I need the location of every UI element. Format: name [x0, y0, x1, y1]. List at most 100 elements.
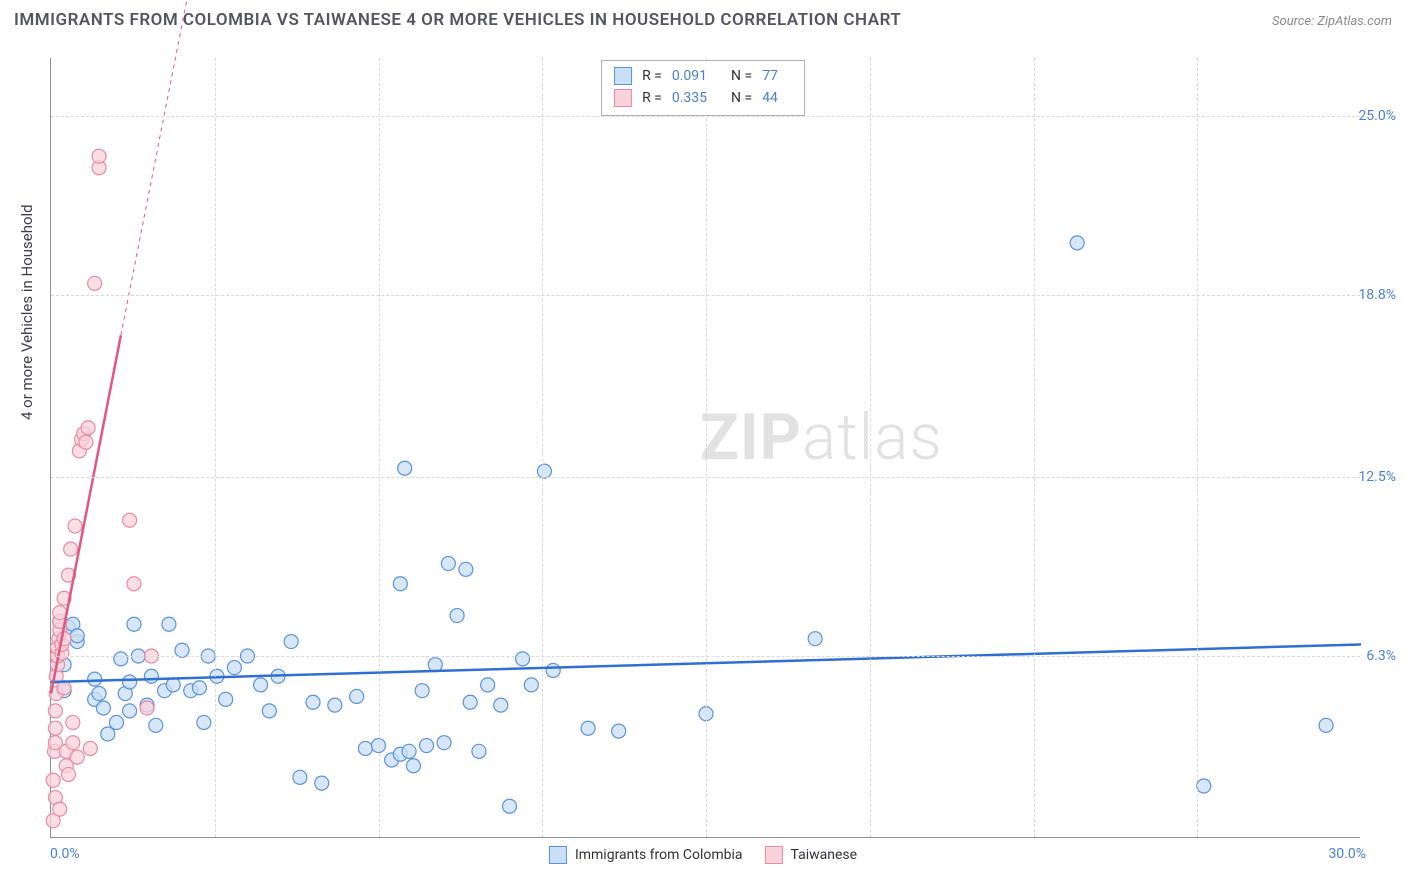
scatter-point [393, 577, 407, 591]
legend-r-label: R = [642, 90, 662, 106]
scatter-point [450, 609, 464, 623]
legend-r-label: R = [642, 68, 662, 84]
scatter-point [110, 715, 124, 729]
scatter-point [406, 759, 420, 773]
scatter-point [162, 617, 176, 631]
legend-r-value: 0.335 [672, 90, 707, 106]
scatter-point [114, 652, 128, 666]
scatter-point [219, 692, 233, 706]
chart-title: IMMIGRANTS FROM COLOMBIA VS TAIWANESE 4 … [14, 10, 901, 30]
scatter-point [328, 698, 342, 712]
legend-series-name: Immigrants from Colombia [575, 847, 743, 863]
scatter-point [315, 776, 329, 790]
scatter-point [48, 704, 62, 718]
scatter-point [227, 661, 241, 675]
trend-line [51, 335, 121, 693]
scatter-point [546, 663, 560, 677]
scatter-point [79, 435, 93, 449]
gridline-vertical [1197, 58, 1198, 837]
gridline-vertical [870, 58, 871, 837]
legend-item: Taiwanese [765, 846, 858, 864]
legend-n-label: N = [731, 68, 752, 84]
scatter-point [516, 652, 530, 666]
scatter-point [48, 721, 62, 735]
gridline-vertical [1034, 58, 1035, 837]
scatter-point [428, 658, 442, 672]
scatter-point [83, 741, 97, 755]
scatter-point [53, 802, 67, 816]
gridline-vertical [379, 58, 380, 837]
y-axis-label: 4 or more Vehicles in Household [18, 204, 36, 420]
legend-n-value: 44 [762, 90, 778, 106]
gridline-vertical [215, 58, 216, 837]
scatter-point [127, 617, 141, 631]
scatter-point [197, 715, 211, 729]
scatter-point [68, 519, 82, 533]
scatter-point [61, 767, 75, 781]
scatter-point [101, 727, 115, 741]
scatter-point [88, 672, 102, 686]
legend-item: Immigrants from Colombia [549, 846, 743, 864]
scatter-point [262, 704, 276, 718]
scatter-point [358, 741, 372, 755]
x-axis-origin-label: 0.0% [50, 846, 80, 862]
scatter-point [415, 684, 429, 698]
scatter-point [70, 750, 84, 764]
scatter-point [81, 421, 95, 435]
scatter-point [284, 635, 298, 649]
scatter-point [581, 721, 595, 735]
scatter-point [402, 744, 416, 758]
scatter-point [398, 461, 412, 475]
chart-plot-area [50, 58, 1360, 838]
y-tick-label: 12.5% [1358, 469, 1396, 485]
scatter-point [481, 678, 495, 692]
y-tick-label: 6.3% [1366, 648, 1396, 664]
scatter-point [1319, 718, 1333, 732]
scatter-point [441, 557, 455, 571]
scatter-point [166, 678, 180, 692]
scatter-point [420, 739, 434, 753]
scatter-point [463, 695, 477, 709]
scatter-point [524, 678, 538, 692]
x-axis-max-label: 30.0% [1328, 846, 1366, 862]
scatter-point [808, 632, 822, 646]
scatter-point [92, 687, 106, 701]
scatter-point [66, 715, 80, 729]
scatter-point [64, 542, 78, 556]
legend-stat-row: R = 0.335 N = 44 [614, 87, 792, 109]
gridline-vertical [706, 58, 707, 837]
legend-swatch [549, 846, 567, 864]
scatter-point [92, 149, 106, 163]
scatter-point [192, 681, 206, 695]
scatter-point [494, 698, 508, 712]
scatter-point [66, 736, 80, 750]
legend-series-name: Taiwanese [791, 847, 858, 863]
scatter-point [70, 629, 84, 643]
scatter-point [123, 704, 137, 718]
legend-n-value: 77 [762, 68, 778, 84]
trend-line-extension [121, 0, 204, 335]
scatter-point [612, 724, 626, 738]
legend-stat-row: R = 0.091 N = 77 [614, 65, 792, 87]
scatter-point [144, 669, 158, 683]
scatter-point [459, 562, 473, 576]
scatter-point [46, 773, 60, 787]
source-attribution: Source: ZipAtlas.com [1272, 14, 1392, 29]
correlation-legend: R = 0.091 N = 77 R = 0.335 N = 44 [601, 60, 805, 116]
y-tick-label: 25.0% [1358, 108, 1396, 124]
legend-n-label: N = [731, 90, 752, 106]
scatter-point [1070, 236, 1084, 250]
scatter-point [503, 799, 517, 813]
series-legend: Immigrants from Colombia Taiwanese [549, 846, 857, 864]
scatter-point [123, 513, 137, 527]
scatter-point [88, 276, 102, 290]
scatter-point [127, 577, 141, 591]
scatter-point [293, 770, 307, 784]
scatter-point [437, 736, 451, 750]
scatter-point [472, 744, 486, 758]
scatter-point [350, 689, 364, 703]
scatter-point [254, 678, 268, 692]
legend-swatch [614, 89, 632, 107]
legend-r-value: 0.091 [672, 68, 707, 84]
scatter-point [123, 675, 137, 689]
